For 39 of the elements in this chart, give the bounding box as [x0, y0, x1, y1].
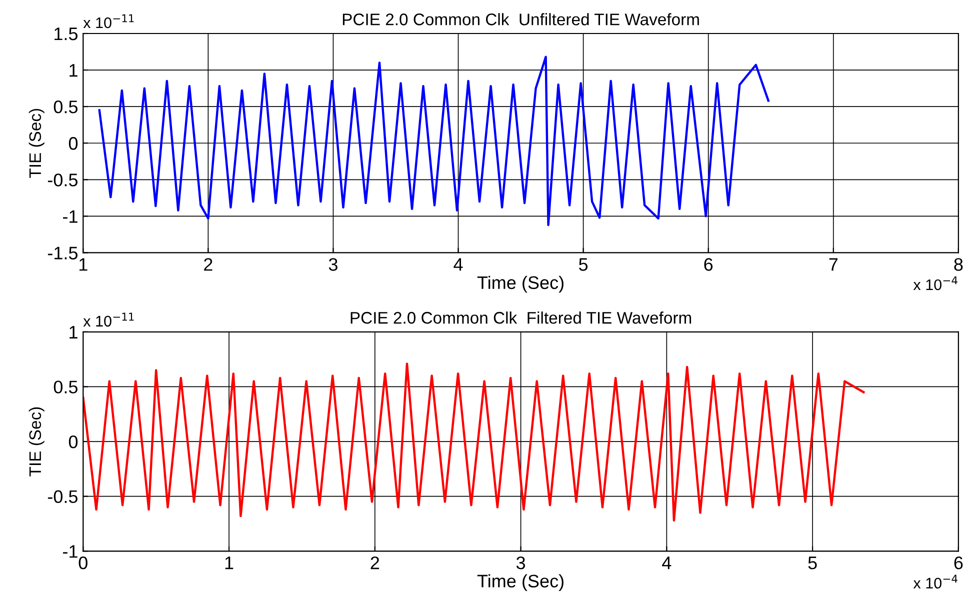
- y-tick-label: 0.5: [54, 100, 78, 114]
- y-tick-label: 0: [68, 435, 78, 448]
- y-tick-label: -0.5: [48, 174, 78, 186]
- x-tick-label: 1: [225, 556, 234, 570]
- x-tick-label: 4: [454, 258, 463, 271]
- line-series: [98, 56, 770, 226]
- x-tick-label: 7: [829, 258, 838, 271]
- y-axis-title: TIE (Sec): [28, 407, 44, 476]
- x-tick-label: 2: [370, 556, 380, 570]
- x-tick-label: 1: [79, 258, 88, 271]
- x-tick-label: 3: [328, 258, 338, 271]
- x-tick-label: 2: [204, 258, 212, 271]
- x-tick-label: 5: [808, 556, 817, 570]
- y-tick-label: -1: [63, 210, 78, 223]
- y-tick-label: -1: [63, 545, 78, 558]
- chart-title: PCIE 2.0 Common Clk Unfiltered TIE Waveform: [342, 13, 699, 26]
- x-tick-label: 6: [704, 258, 713, 271]
- line-series: [83, 362, 865, 522]
- y-tick-label: 1: [70, 64, 78, 77]
- y-tick-label: 0.5: [54, 380, 78, 394]
- y-tick-label: -1.5: [48, 246, 78, 260]
- text: x 10$^{−4}$: [913, 276, 958, 290]
- x-tick-label: 8: [954, 258, 963, 271]
- x-tick-label: 0: [78, 556, 88, 570]
- x-axis-title: Time (Sec): [477, 574, 564, 592]
- y-tick-label: -0.5: [48, 490, 78, 504]
- y-tick-label: 1.5: [54, 28, 78, 40]
- x-tick-label: 3: [516, 556, 526, 570]
- text: x 10$^{−11}$: [83, 14, 134, 28]
- y-tick-label: 1: [70, 326, 78, 338]
- text: x 10$^{−4}$: [913, 574, 958, 589]
- y-axis-title: TIE (Sec): [28, 108, 44, 178]
- x-tick-label: 4: [662, 556, 672, 570]
- x-tick-label: 5: [579, 258, 588, 271]
- x-tick-label: 6: [954, 556, 963, 570]
- x-axis-title: Time (Sec): [477, 276, 564, 293]
- chart-title: PCIE 2.0 Common Clk Filtered TIE Waveform: [350, 311, 692, 324]
- y-tick-label: 0: [68, 137, 78, 150]
- text: x 10$^{−11}$: [83, 312, 134, 327]
